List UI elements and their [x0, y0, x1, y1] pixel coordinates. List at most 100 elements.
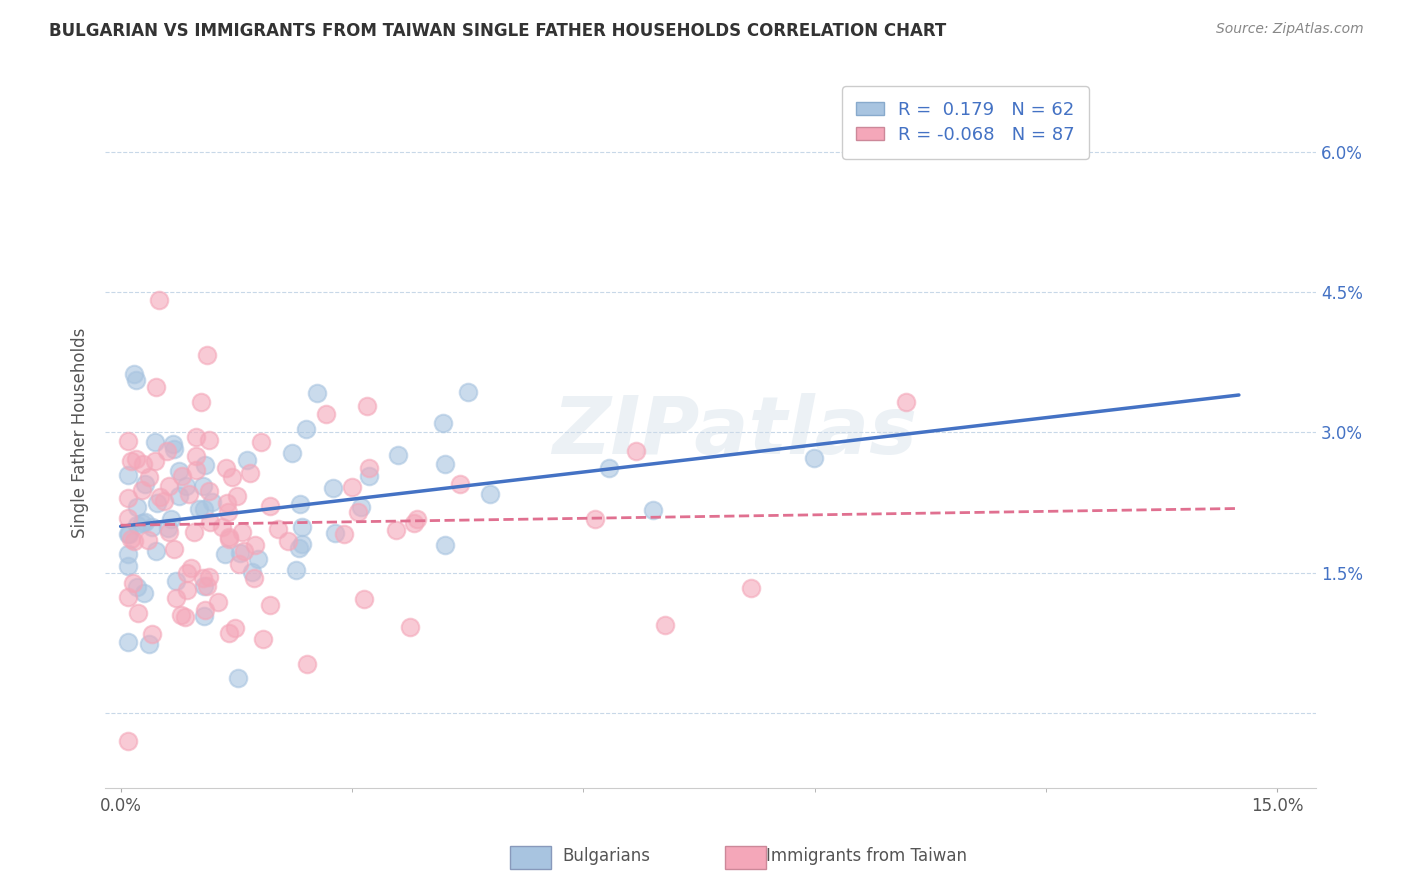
Point [117, 558, 139, 573]
Point [117, 635, 139, 649]
Point [122, 534, 145, 549]
Point [138, 470, 160, 484]
Point [162, 437, 184, 451]
Point [259, 598, 281, 612]
Text: Immigrants from Taiwan: Immigrants from Taiwan [766, 847, 967, 865]
Point [117, 527, 139, 541]
Point [457, 384, 479, 399]
Point [145, 379, 167, 393]
Point [226, 672, 249, 686]
Point [200, 515, 222, 529]
Point [194, 458, 217, 472]
Point [322, 481, 344, 495]
Point [160, 512, 183, 526]
Point [288, 497, 311, 511]
Point [252, 632, 274, 646]
Point [138, 637, 160, 651]
Point [387, 448, 409, 462]
Text: Source: ZipAtlas.com: Source: ZipAtlas.com [1216, 22, 1364, 37]
Point [145, 543, 167, 558]
Point [136, 533, 159, 548]
Point [218, 530, 240, 544]
Point [177, 486, 200, 500]
Point [240, 566, 263, 580]
Point [193, 571, 215, 585]
Point [187, 501, 209, 516]
Point [176, 583, 198, 598]
Point [641, 503, 664, 517]
Point [350, 500, 373, 514]
Point [194, 603, 217, 617]
Point [193, 579, 215, 593]
Point [180, 561, 202, 575]
Text: Bulgarians: Bulgarians [562, 847, 651, 865]
Point [127, 580, 149, 594]
Point [117, 468, 139, 483]
Point [124, 373, 146, 387]
Point [197, 570, 219, 584]
Point [281, 445, 304, 459]
Point [323, 526, 346, 541]
Point [198, 434, 221, 448]
Point [239, 466, 262, 480]
Point [125, 518, 148, 533]
Point [246, 552, 269, 566]
Point [122, 576, 145, 591]
Point [143, 434, 166, 449]
Point [228, 557, 250, 571]
Point [356, 399, 378, 413]
Point [198, 484, 221, 499]
Point [201, 494, 224, 508]
Point [432, 416, 454, 430]
Y-axis label: Single Father Households: Single Father Households [72, 327, 89, 538]
Point [156, 443, 179, 458]
Point [740, 581, 762, 595]
Point [174, 479, 197, 493]
Point [118, 527, 141, 541]
Point [117, 491, 139, 506]
Point [193, 502, 215, 516]
Point [295, 422, 318, 436]
Text: ZIPatlas: ZIPatlas [553, 393, 917, 472]
Point [406, 512, 429, 526]
Legend: R =  0.179   N = 62, R = -0.068   N = 87: R = 0.179 N = 62, R = -0.068 N = 87 [842, 87, 1090, 159]
Point [434, 538, 457, 552]
Point [117, 511, 139, 525]
Point [340, 480, 363, 494]
Point [385, 523, 408, 537]
Point [295, 657, 318, 671]
Point [236, 453, 259, 467]
Point [120, 454, 142, 468]
Point [172, 469, 194, 483]
Point [583, 512, 606, 526]
Point [291, 520, 314, 534]
Point [215, 496, 238, 510]
Point [259, 499, 281, 513]
Point [803, 451, 825, 466]
Point [117, 733, 139, 747]
Point [145, 454, 167, 468]
Point [267, 522, 290, 536]
Point [193, 609, 215, 624]
Point [214, 547, 236, 561]
Point [157, 521, 180, 535]
Point [598, 461, 620, 475]
Point [157, 479, 180, 493]
Point [176, 566, 198, 581]
Point [120, 533, 142, 547]
Point [146, 496, 169, 510]
Point [184, 449, 207, 463]
Point [225, 490, 247, 504]
Point [125, 451, 148, 466]
Point [333, 527, 356, 541]
Point [134, 515, 156, 529]
Point [624, 444, 647, 458]
Point [232, 544, 254, 558]
Point [245, 538, 267, 552]
Point [127, 500, 149, 514]
Point [284, 563, 307, 577]
Point [398, 619, 420, 633]
Point [191, 479, 214, 493]
Point [134, 477, 156, 491]
Point [215, 460, 238, 475]
